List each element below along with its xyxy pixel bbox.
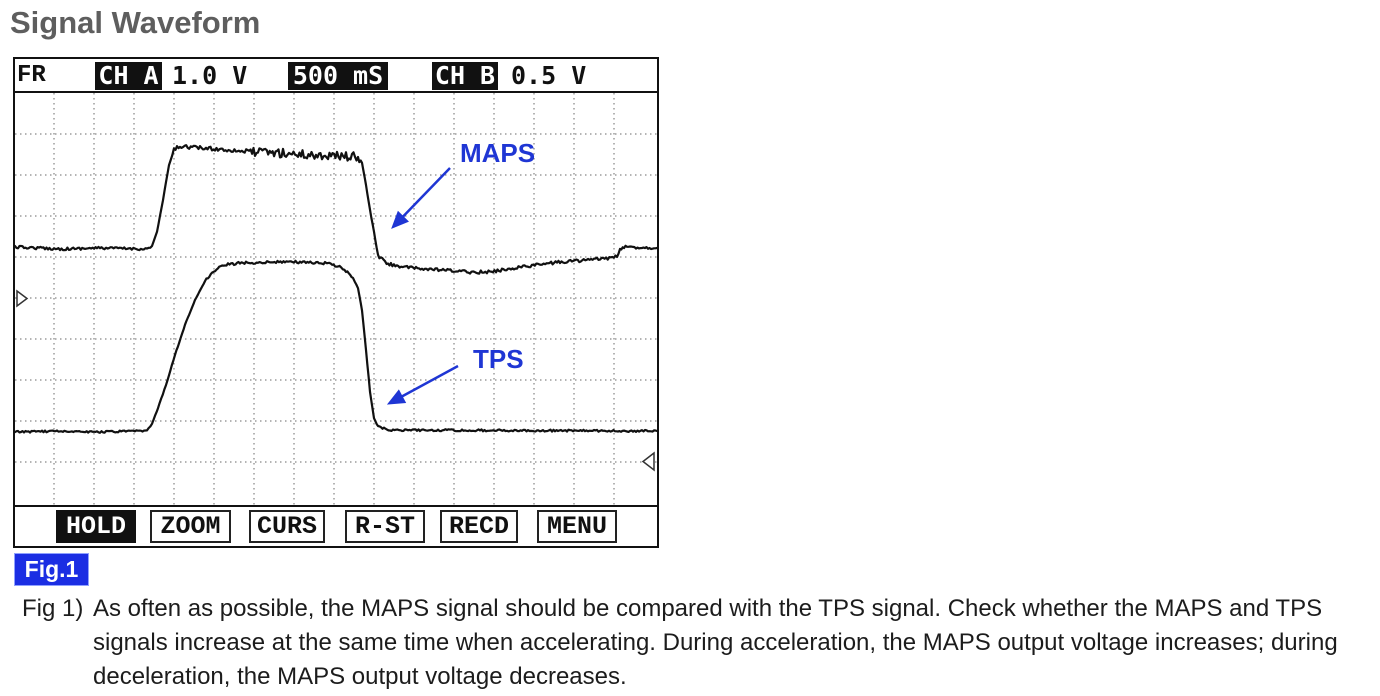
caption-line: deceleration, the MAPS output voltage de…: [93, 663, 627, 690]
tps-label: TPS: [473, 344, 524, 374]
level-marker-left-icon: [16, 289, 29, 308]
scope-header: FR CH A 1.0 V 500 mS CH B 0.5 V: [15, 59, 657, 93]
hold-button: HOLD: [56, 510, 136, 543]
maps-label: MAPS: [460, 138, 536, 168]
zoom-button: ZOOM: [150, 510, 231, 543]
maps-arrow-shaft: [402, 167, 451, 218]
timebase-value: 500 mS: [288, 62, 388, 90]
channel-a-label: CH A: [95, 62, 162, 90]
grid: [15, 93, 657, 505]
tps-arrow-icon: [386, 364, 459, 405]
maps-waveform: [15, 144, 657, 275]
menu-button: MENU: [537, 510, 617, 543]
record-button: RECD: [440, 510, 518, 543]
cursor-button: CURS: [249, 510, 325, 543]
figure-badge: Fig.1: [14, 553, 89, 586]
channel-b-label: CH B: [432, 62, 498, 90]
maps-arrow-head: [391, 210, 409, 229]
page-title: Signal Waveform: [10, 5, 261, 40]
caption-line: As often as possible, the MAPS signal sh…: [93, 595, 1323, 622]
waveform-plot: [15, 93, 657, 505]
oscilloscope-screen: FR CH A 1.0 V 500 mS CH B 0.5 V MAPS TPS…: [13, 57, 659, 548]
tps-arrow-shaft: [401, 364, 459, 398]
maps-arrow-icon: [391, 167, 451, 229]
reset-button: R-ST: [345, 510, 425, 543]
tps-arrow-head: [386, 389, 407, 405]
caption-line: signals increase at the same time when a…: [93, 629, 1338, 656]
scope-button-bar: HOLD ZOOM CURS R-ST RECD MENU: [15, 505, 657, 546]
caption: As often as possible, the MAPS signal sh…: [93, 592, 1338, 694]
caption-label: Fig 1): [22, 595, 84, 622]
channel-a-scale: 1.0 V: [172, 61, 248, 90]
channel-b-scale: 0.5 V: [511, 61, 587, 90]
mode-indicator: FR: [17, 62, 46, 89]
level-marker-right-icon: [641, 451, 655, 472]
tps-waveform: [15, 259, 657, 434]
